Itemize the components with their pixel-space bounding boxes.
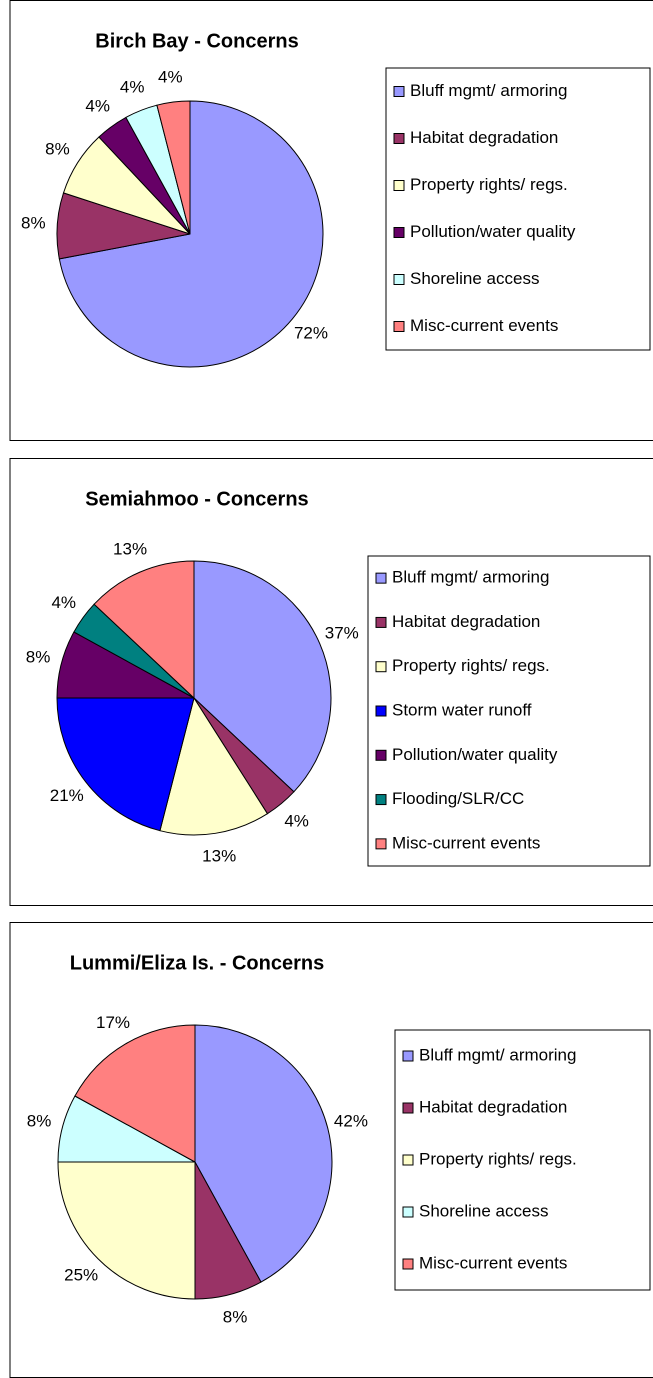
legend-swatch bbox=[375, 749, 387, 761]
slice-label: 72% bbox=[294, 324, 328, 343]
legend-label: Shoreline access bbox=[419, 1201, 548, 1220]
slice-label: 25% bbox=[64, 1265, 98, 1284]
slice-label: 37% bbox=[325, 624, 359, 643]
legend-label: Misc-current events bbox=[410, 316, 558, 335]
legend-label: Pollution/water quality bbox=[410, 222, 576, 241]
chart-title: Lummi/Eliza Is. - Concerns bbox=[70, 952, 325, 974]
legend-label: Bluff mgmt/ armoring bbox=[392, 568, 549, 587]
slice-label: 8% bbox=[27, 1111, 52, 1130]
slice-label: 4% bbox=[158, 68, 183, 87]
pie-slice bbox=[74, 1024, 196, 1163]
legend-label: Bluff mgmt/ armoring bbox=[419, 1045, 576, 1064]
legend-box bbox=[367, 555, 651, 867]
legend-label: Pollution/water quality bbox=[392, 745, 558, 764]
legend-swatch bbox=[402, 1206, 414, 1218]
legend-label: Property rights/ regs. bbox=[392, 656, 550, 675]
legend-label: Property rights/ regs. bbox=[410, 175, 568, 194]
chart-title: Semiahmoo - Concerns bbox=[85, 488, 308, 510]
pie-slice bbox=[57, 1161, 196, 1300]
legend-swatch bbox=[375, 838, 387, 850]
slice-label: 8% bbox=[45, 139, 70, 158]
legend-label: Misc-current events bbox=[419, 1253, 567, 1272]
legend-swatch bbox=[402, 1050, 414, 1062]
pie-slice bbox=[93, 560, 195, 700]
pie-slice bbox=[194, 1024, 333, 1283]
pie-slice bbox=[156, 100, 191, 235]
slice-label: 4% bbox=[51, 593, 76, 612]
legend-label: Flooding/SLR/CC bbox=[392, 789, 524, 808]
legend-box bbox=[394, 1029, 651, 1291]
legend-swatch bbox=[402, 1102, 414, 1114]
legend-swatch bbox=[393, 86, 405, 97]
legend-label: Bluff mgmt/ armoring bbox=[410, 81, 567, 100]
legend-label: Habitat degradation bbox=[392, 612, 540, 631]
slice-label: 13% bbox=[202, 847, 236, 866]
legend-label: Habitat degradation bbox=[419, 1097, 567, 1116]
slice-label: 42% bbox=[334, 1111, 368, 1130]
legend-swatch bbox=[375, 572, 387, 584]
pie-slice bbox=[56, 697, 195, 832]
slice-label: 17% bbox=[96, 1013, 130, 1032]
legend-label: Misc-current events bbox=[392, 833, 540, 852]
legend-swatch bbox=[393, 180, 405, 191]
legend-label: Habitat degradation bbox=[410, 128, 558, 147]
slice-label: 8% bbox=[26, 647, 51, 666]
slice-label: 4% bbox=[284, 812, 309, 831]
legend-swatch bbox=[393, 133, 405, 144]
legend-label: Storm water runoff bbox=[392, 700, 532, 719]
legend-label: Property rights/ regs. bbox=[419, 1149, 577, 1168]
slice-label: 4% bbox=[120, 78, 145, 97]
legend-swatch bbox=[393, 274, 405, 285]
slice-label: 8% bbox=[21, 214, 46, 233]
legend-label: Shoreline access bbox=[410, 269, 539, 288]
legend-swatch bbox=[375, 616, 387, 628]
chart-title: Birch Bay - Concerns bbox=[95, 30, 298, 52]
slice-label: 4% bbox=[85, 96, 110, 115]
legend-swatch bbox=[393, 321, 405, 332]
slice-label: 21% bbox=[50, 786, 84, 805]
legend-swatch bbox=[402, 1154, 414, 1166]
pie-slice bbox=[159, 696, 269, 836]
legend-swatch bbox=[393, 227, 405, 238]
legend-swatch bbox=[402, 1258, 414, 1270]
legend-box bbox=[385, 67, 651, 351]
legend-swatch bbox=[375, 794, 387, 806]
pie-slice bbox=[193, 560, 332, 793]
slice-label: 13% bbox=[113, 540, 147, 559]
pie-slice bbox=[58, 100, 324, 368]
slice-label: 8% bbox=[223, 1307, 248, 1326]
legend-swatch bbox=[375, 661, 387, 673]
legend-swatch bbox=[375, 705, 387, 717]
